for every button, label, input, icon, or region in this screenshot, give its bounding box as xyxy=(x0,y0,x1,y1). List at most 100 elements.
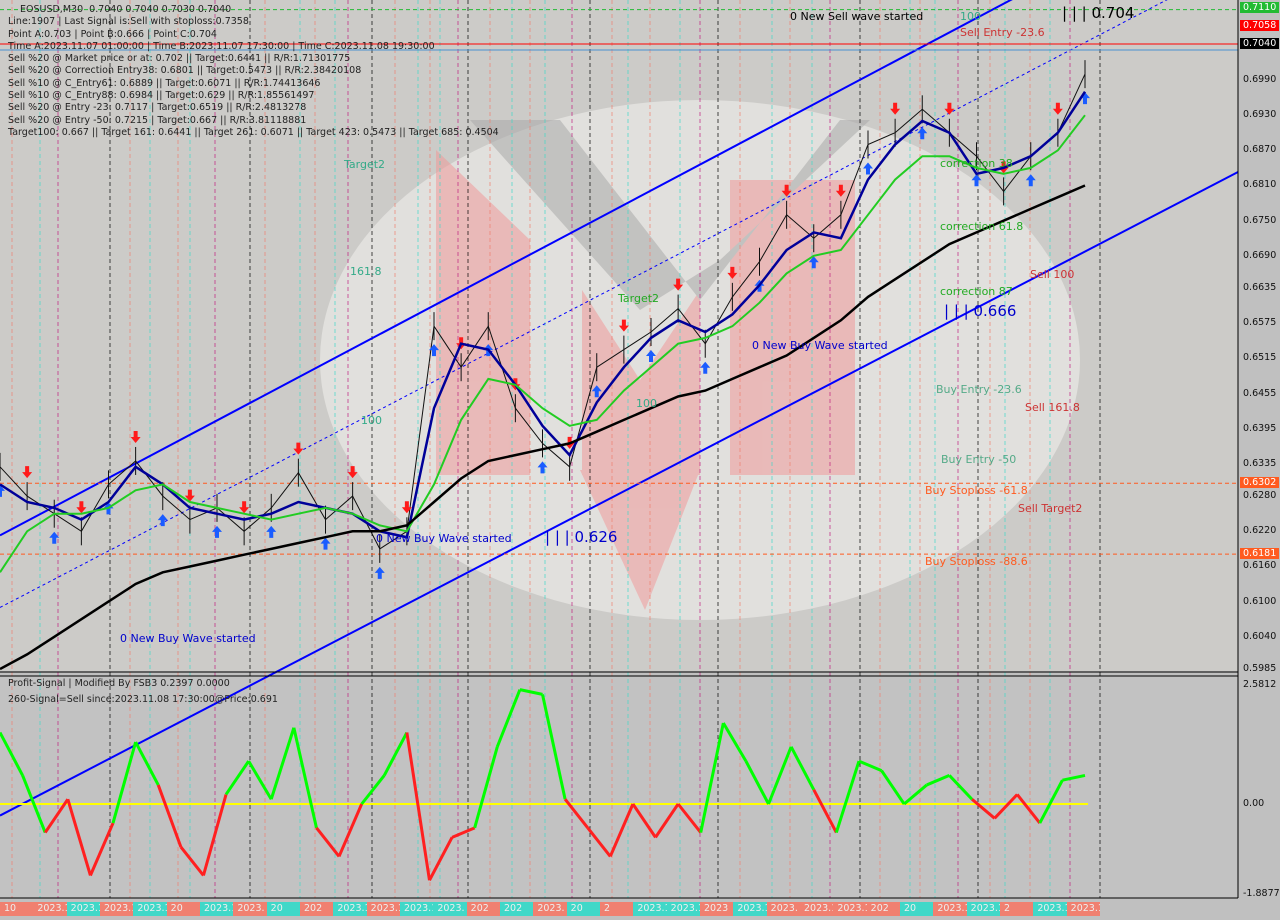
info-line: Sell %20 @ Entry -50: 0.7215 | Target:0.… xyxy=(8,114,307,126)
annotation: 161.8 xyxy=(350,265,382,278)
oscillator-segment xyxy=(834,760,861,834)
trend-channel xyxy=(0,0,1239,817)
price-tick: 0.6395 xyxy=(1243,422,1277,434)
oscillator-title: Profit-Signal | Modified By FSB3 0.2397 … xyxy=(8,678,230,689)
price-tick: 0.6220 xyxy=(1243,525,1277,537)
series-ma_slow xyxy=(0,184,1086,671)
buy-arrow-icon xyxy=(374,566,385,579)
level-lines xyxy=(0,9,1238,555)
price-tick: 0.6040 xyxy=(1243,630,1277,642)
oscillator-segment xyxy=(337,803,364,858)
buy-arrow-icon xyxy=(863,162,873,175)
buy-arrow-icon xyxy=(971,174,982,187)
sell-arrow-icon xyxy=(835,184,846,197)
buy-arrow-icon xyxy=(266,525,277,538)
annotation: 0 New Sell wave started xyxy=(790,10,924,23)
symbol-title: EOSUSD,M30 0.7040 0.7040 0.7030 0.7040 xyxy=(20,4,232,15)
time-label: 2023.1 xyxy=(1033,902,1067,916)
sell-arrow-icon xyxy=(1052,102,1063,115)
oscillator-segment xyxy=(767,746,793,805)
price-tick: 0.6100 xyxy=(1243,595,1277,607)
sell-arrow-icon xyxy=(130,430,141,443)
oscillator-segment xyxy=(789,746,816,791)
annotation: Target2 xyxy=(618,292,660,305)
oscillator-tick: 2.5812 xyxy=(1243,679,1277,690)
annotation: | | | 0.626 xyxy=(545,528,618,546)
oscillator-segment xyxy=(1016,793,1041,824)
sell-arrow-icon xyxy=(347,466,358,479)
price-tag: 0.7110 xyxy=(1240,2,1280,13)
oscillator-segment xyxy=(179,845,205,877)
annotation: correction 61.8 xyxy=(940,220,1024,233)
oscillator-segment xyxy=(292,727,318,829)
info-line: Point A:0.703 | Point B:0.666 | Point C:… xyxy=(8,28,217,40)
buy-arrow-icon xyxy=(917,127,928,140)
time-label: 2023. xyxy=(766,902,800,916)
time-label: 2023.11.04 xyxy=(666,902,700,916)
annotation: 0 New Buy Wave started xyxy=(120,632,256,645)
channel-lower xyxy=(0,171,1239,817)
oscillator-segment xyxy=(541,694,567,800)
price-tick: 0.6930 xyxy=(1243,109,1277,121)
price-tick: 0.5985 xyxy=(1243,663,1277,675)
oscillator-segment xyxy=(608,803,635,858)
price-tag: 0.7040 xyxy=(1240,38,1280,49)
oscillator-segment xyxy=(247,760,273,801)
buy-arrow-icon xyxy=(591,385,602,398)
oscillator-segment xyxy=(519,688,543,696)
oscillator-segment xyxy=(858,759,883,773)
oscillator-segment xyxy=(156,784,183,848)
buy-arrow-icon xyxy=(808,256,819,269)
oscillator-segment xyxy=(66,798,92,876)
time-label: 2023.11.01 0 xyxy=(366,902,400,916)
annotation: | | | 0.666 xyxy=(944,302,1017,320)
annotation: Buy Entry -23.6 xyxy=(936,383,1022,396)
buy-arrow-icon xyxy=(212,525,222,538)
price-tag: 0.6302 xyxy=(1240,477,1280,489)
price-tick: 0.6160 xyxy=(1243,560,1277,572)
sell-arrow-icon xyxy=(673,278,684,291)
time-label: 202 xyxy=(866,902,900,916)
annotation: correction 38 xyxy=(940,157,1013,170)
price-tick: 0.6870 xyxy=(1243,144,1277,156)
time-label: 20 xyxy=(266,902,300,916)
oscillator-segment xyxy=(812,789,838,834)
time-label: 10 xyxy=(0,902,34,916)
info-panel: EOSUSD,M30 0.7040 0.7040 0.7030 0.7040 Li… xyxy=(8,4,499,139)
annotation: Sell 161.8 xyxy=(1025,401,1080,414)
annotation: 100 xyxy=(960,10,981,23)
buy-arrow-icon xyxy=(0,484,5,497)
price-series xyxy=(0,60,1090,671)
time-label: 2023.1 xyxy=(800,902,834,916)
oscillator-segment xyxy=(676,803,702,834)
oscillator-tick: 0.00 xyxy=(1243,798,1265,809)
oscillator-segment xyxy=(0,731,24,777)
oscillator-segment xyxy=(993,793,1019,820)
time-label: 202 xyxy=(500,902,534,916)
time-label: 2023.11.06 06:30 xyxy=(833,902,867,916)
oscillator-segment xyxy=(134,741,160,786)
annotation: | | | 0.704 xyxy=(1062,4,1135,22)
oscillator-segment xyxy=(699,722,725,833)
price-tick: 0.6635 xyxy=(1243,282,1277,294)
info-line: Target100: 0.667 || Target 161: 0.6441 |… xyxy=(8,126,499,138)
time-label: 2023. xyxy=(233,902,267,916)
oscillator-segment xyxy=(21,774,47,834)
oscillator-series xyxy=(0,688,1088,881)
time-label: 20 xyxy=(566,902,600,916)
time-label: 202 xyxy=(466,902,500,916)
price-tick: 0.6455 xyxy=(1243,387,1277,399)
time-label: 2023. xyxy=(533,902,567,916)
sell-arrow-icon xyxy=(781,184,792,197)
annotation: Buy Stoploss -61.8 xyxy=(925,484,1028,497)
annotation: 0 New Buy Wave started xyxy=(752,339,888,352)
buy-arrow-icon xyxy=(700,361,711,374)
price-tick: 0.6990 xyxy=(1243,74,1277,85)
channel-middle xyxy=(0,0,1168,608)
oscillator-segment xyxy=(201,794,228,876)
time-label: 2023.1 xyxy=(200,902,234,916)
sell-arrow-icon xyxy=(618,319,629,332)
oscillator-segment xyxy=(880,769,906,805)
oscillator-segment xyxy=(631,803,657,839)
